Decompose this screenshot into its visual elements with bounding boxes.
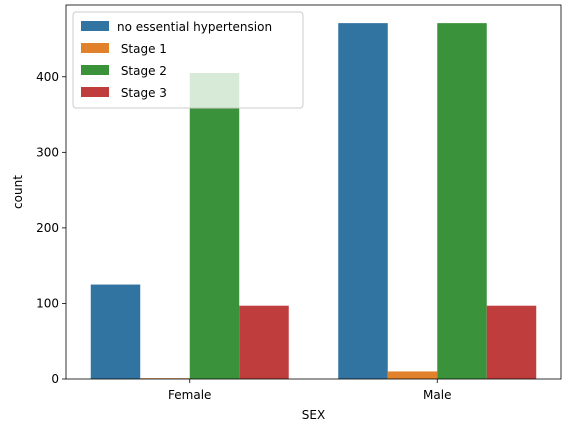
legend-label: Stage 3 <box>117 86 167 100</box>
legend-swatch <box>81 65 109 75</box>
legend-swatch <box>81 21 109 31</box>
bar-male-series-2 <box>437 23 487 379</box>
bar-female-series-2 <box>189 73 240 379</box>
bar-female-series-3 <box>239 305 289 379</box>
axes-group: Female Male 0 100 200 300 400 <box>36 4 562 402</box>
y-axis-label: count <box>11 175 25 209</box>
x-tick-label: Male <box>423 388 451 402</box>
y-tick-label: 200 <box>36 221 59 235</box>
plot-frame <box>65 4 562 380</box>
y-tick-label: 400 <box>36 70 59 84</box>
bar-male-series-0 <box>338 23 388 379</box>
y-tick-label: 300 <box>36 145 59 159</box>
bar-male-series-1 <box>387 371 438 379</box>
x-axis-label: SEX <box>302 408 325 422</box>
y-tick-label: 100 <box>36 296 59 310</box>
x-tick-label: Female <box>168 388 211 402</box>
legend: no essential hypertension Stage 1 Stage … <box>72 11 304 109</box>
bar-male-series-3 <box>486 305 537 379</box>
legend-box <box>72 11 304 109</box>
y-tick-label: 0 <box>51 372 59 386</box>
legend-label: Stage 2 <box>117 64 167 78</box>
bar-female-series-0 <box>90 284 141 379</box>
legend-swatch <box>81 43 109 53</box>
legend-swatch <box>81 87 109 97</box>
bars-group <box>90 23 537 379</box>
legend-label: no essential hypertension <box>117 20 272 34</box>
legend-label: Stage 1 <box>117 42 167 56</box>
